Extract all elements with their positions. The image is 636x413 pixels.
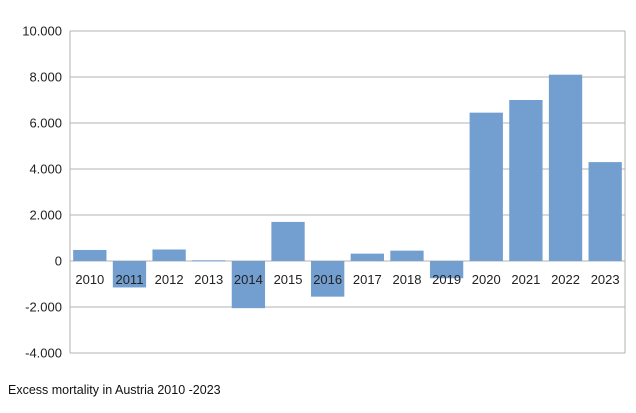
bar-2010	[73, 249, 107, 261]
chart-caption: Excess mortality in Austria 2010 -2023	[8, 383, 221, 397]
y-tick-label: 10.000	[22, 24, 62, 39]
bar-2011	[112, 261, 147, 288]
x-category-label: 2021	[511, 272, 540, 287]
bar-2020	[469, 112, 503, 262]
y-tick-label: 2.000	[29, 208, 62, 223]
x-category-label: 2023	[591, 272, 620, 287]
x-category-label: 2019	[432, 272, 461, 287]
x-category-label: 2017	[353, 272, 382, 287]
x-category-label: 2014	[234, 272, 263, 287]
x-category-label: 2010	[75, 272, 104, 287]
x-category-label: 2011	[115, 272, 143, 287]
y-tick-label: 8.000	[29, 70, 62, 85]
y-tick-label: -4.000	[25, 346, 62, 361]
x-category-label: 2018	[393, 272, 422, 287]
bar-2023	[588, 162, 622, 261]
bar-2014	[231, 261, 266, 309]
bar-2012	[152, 249, 186, 261]
y-tick-label: -2.000	[25, 300, 62, 315]
x-category-label: 2013	[194, 272, 223, 287]
x-category-label: 2020	[472, 272, 501, 287]
x-axis-category-labels: 2010 2011 2012 2013 2014 2015 2016 2017 2018 2019…	[75, 272, 619, 287]
bar-2018	[390, 250, 424, 261]
x-category-label: 2015	[274, 272, 303, 287]
x-category-label: 2022	[551, 272, 580, 287]
bar-2016	[311, 261, 345, 297]
x-category-label: 2016	[313, 272, 342, 287]
x-category-label: 2012	[155, 272, 184, 287]
bar-2021	[509, 100, 543, 261]
bar-2017	[350, 253, 384, 261]
bars	[73, 74, 622, 309]
y-tick-label: 4.000	[29, 162, 62, 177]
y-tick-label: 0	[55, 254, 62, 269]
bar-2019	[429, 261, 464, 279]
bar-2022	[548, 74, 583, 261]
bar-2013	[192, 260, 226, 262]
excess-mortality-bar-chart: -4.000-2.00002.0004.0006.0008.00010.000 …	[22, 24, 626, 361]
y-axis-tick-labels: -4.000 -2.000 0 2.000 4.000 6.000 8.000 10.000	[22, 24, 62, 361]
y-tick-label: 6.000	[29, 116, 62, 131]
bar-2015	[271, 221, 305, 261]
